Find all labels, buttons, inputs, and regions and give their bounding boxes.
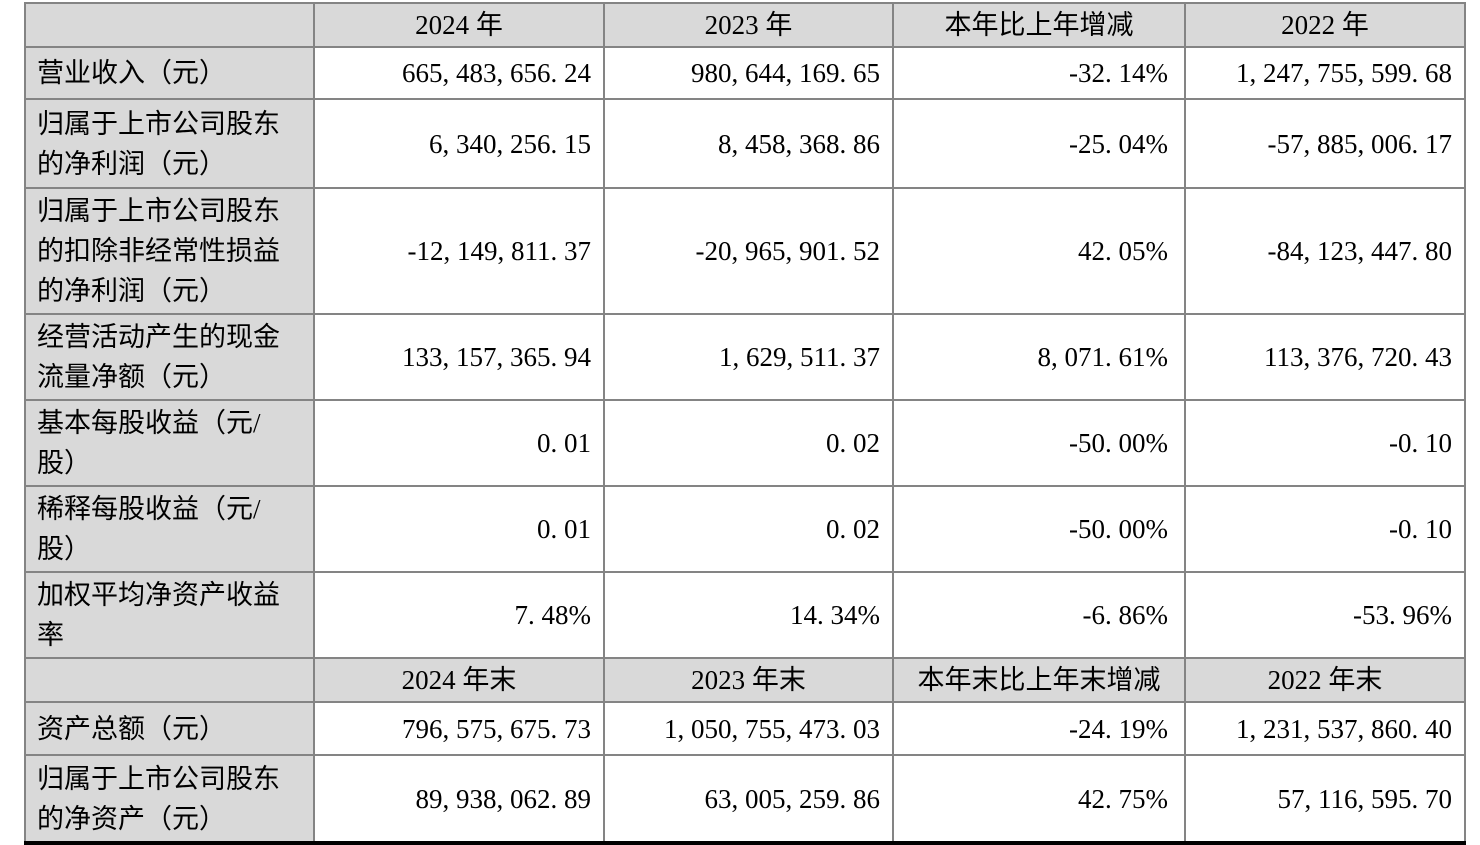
value-2022: 1, 231, 537, 860. 40 — [1184, 701, 1466, 756]
header-cell-2023-end: 2023 年末 — [603, 657, 894, 703]
table-row-total-assets: 资产总额（元） 796, 575, 675. 73 1, 050, 755, 4… — [24, 701, 1466, 756]
header-cell-2024-end: 2024 年末 — [313, 657, 605, 703]
row-label: 归属于上市公司股东 的净资产（元） — [24, 754, 315, 844]
value-change: -32. 14% — [892, 46, 1186, 100]
table-row-weighted-avg-roe: 加权平均净资产收益 率 7. 48% 14. 34% -6. 86% -53. … — [24, 571, 1466, 659]
table-row-net-assets-attributable: 归属于上市公司股东 的净资产（元） 89, 938, 062. 89 63, 0… — [24, 754, 1466, 844]
row-label: 基本每股收益（元/ 股） — [24, 399, 315, 487]
row-label: 归属于上市公司股东 的净利润（元） — [24, 98, 315, 189]
header-cell-yoy-change: 本年比上年增减 — [892, 2, 1186, 48]
value-2024: 133, 157, 365. 94 — [313, 313, 605, 401]
table-row-net-profit-excl-nonrecurring: 归属于上市公司股东 的扣除非经常性损益 的净利润（元） -12, 149, 81… — [24, 187, 1466, 315]
value-2023: 0. 02 — [603, 399, 894, 487]
row-label: 营业收入（元） — [24, 46, 315, 100]
table-row-diluted-eps: 稀释每股收益（元/ 股） 0. 01 0. 02 -50. 00% -0. 10 — [24, 485, 1466, 573]
value-change: -6. 86% — [892, 571, 1186, 659]
value-change: 42. 05% — [892, 187, 1186, 315]
value-2023: 8, 458, 368. 86 — [603, 98, 894, 189]
value-2024: 0. 01 — [313, 485, 605, 573]
row-label: 加权平均净资产收益 率 — [24, 571, 315, 659]
value-2023: 14. 34% — [603, 571, 894, 659]
value-2022: 57, 116, 595. 70 — [1184, 754, 1466, 844]
value-2024: 0. 01 — [313, 399, 605, 487]
value-2024: 665, 483, 656. 24 — [313, 46, 605, 100]
value-change: 8, 071. 61% — [892, 313, 1186, 401]
header-cell-year-end-change: 本年末比上年末增减 — [892, 657, 1186, 703]
value-2024: -12, 149, 811. 37 — [313, 187, 605, 315]
value-change: -50. 00% — [892, 399, 1186, 487]
row-label: 经营活动产生的现金 流量净额（元） — [24, 313, 315, 401]
row-label: 归属于上市公司股东 的扣除非经常性损益 的净利润（元） — [24, 187, 315, 315]
value-2024: 89, 938, 062. 89 — [313, 754, 605, 844]
header-cell-2023: 2023 年 — [603, 2, 894, 48]
header-cell-blank — [24, 2, 315, 48]
value-2022: 1, 247, 755, 599. 68 — [1184, 46, 1466, 100]
table-row-net-profit-attributable: 归属于上市公司股东 的净利润（元） 6, 340, 256. 15 8, 458… — [24, 98, 1466, 189]
table-row-operating-cash-flow: 经营活动产生的现金 流量净额（元） 133, 157, 365. 94 1, 6… — [24, 313, 1466, 401]
table-row-operating-revenue: 营业收入（元） 665, 483, 656. 24 980, 644, 169.… — [24, 46, 1466, 100]
value-2022: -0. 10 — [1184, 399, 1466, 487]
header-cell-2022-end: 2022 年末 — [1184, 657, 1466, 703]
value-2022: -53. 96% — [1184, 571, 1466, 659]
value-2023: 1, 629, 511. 37 — [603, 313, 894, 401]
row-label: 稀释每股收益（元/ 股） — [24, 485, 315, 573]
value-change: -50. 00% — [892, 485, 1186, 573]
header-cell-2022: 2022 年 — [1184, 2, 1466, 48]
value-2022: -84, 123, 447. 80 — [1184, 187, 1466, 315]
header-cell-2024: 2024 年 — [313, 2, 605, 48]
value-2024: 796, 575, 675. 73 — [313, 701, 605, 756]
value-2022: 113, 376, 720. 43 — [1184, 313, 1466, 401]
header-row-annual: 2024 年 2023 年 本年比上年增减 2022 年 — [24, 2, 1466, 48]
value-change: 42. 75% — [892, 754, 1186, 844]
value-2023: -20, 965, 901. 52 — [603, 187, 894, 315]
value-2023: 0. 02 — [603, 485, 894, 573]
header-cell-blank — [24, 657, 315, 703]
value-2023: 63, 005, 259. 86 — [603, 754, 894, 844]
value-2023: 980, 644, 169. 65 — [603, 46, 894, 100]
value-2023: 1, 050, 755, 473. 03 — [603, 701, 894, 756]
value-change: -25. 04% — [892, 98, 1186, 189]
value-2024: 6, 340, 256. 15 — [313, 98, 605, 189]
value-2022: -57, 885, 006. 17 — [1184, 98, 1466, 189]
table-row-basic-eps: 基本每股收益（元/ 股） 0. 01 0. 02 -50. 00% -0. 10 — [24, 399, 1466, 487]
financial-summary-table: 2024 年 2023 年 本年比上年增减 2022 年 营业收入（元） 665… — [24, 2, 1466, 845]
value-change: -24. 19% — [892, 701, 1186, 756]
header-row-year-end: 2024 年末 2023 年末 本年末比上年末增减 2022 年末 — [24, 657, 1466, 703]
value-2022: -0. 10 — [1184, 485, 1466, 573]
value-2024: 7. 48% — [313, 571, 605, 659]
row-label: 资产总额（元） — [24, 701, 315, 756]
financial-summary-table-container: 2024 年 2023 年 本年比上年增减 2022 年 营业收入（元） 665… — [24, 2, 1466, 845]
